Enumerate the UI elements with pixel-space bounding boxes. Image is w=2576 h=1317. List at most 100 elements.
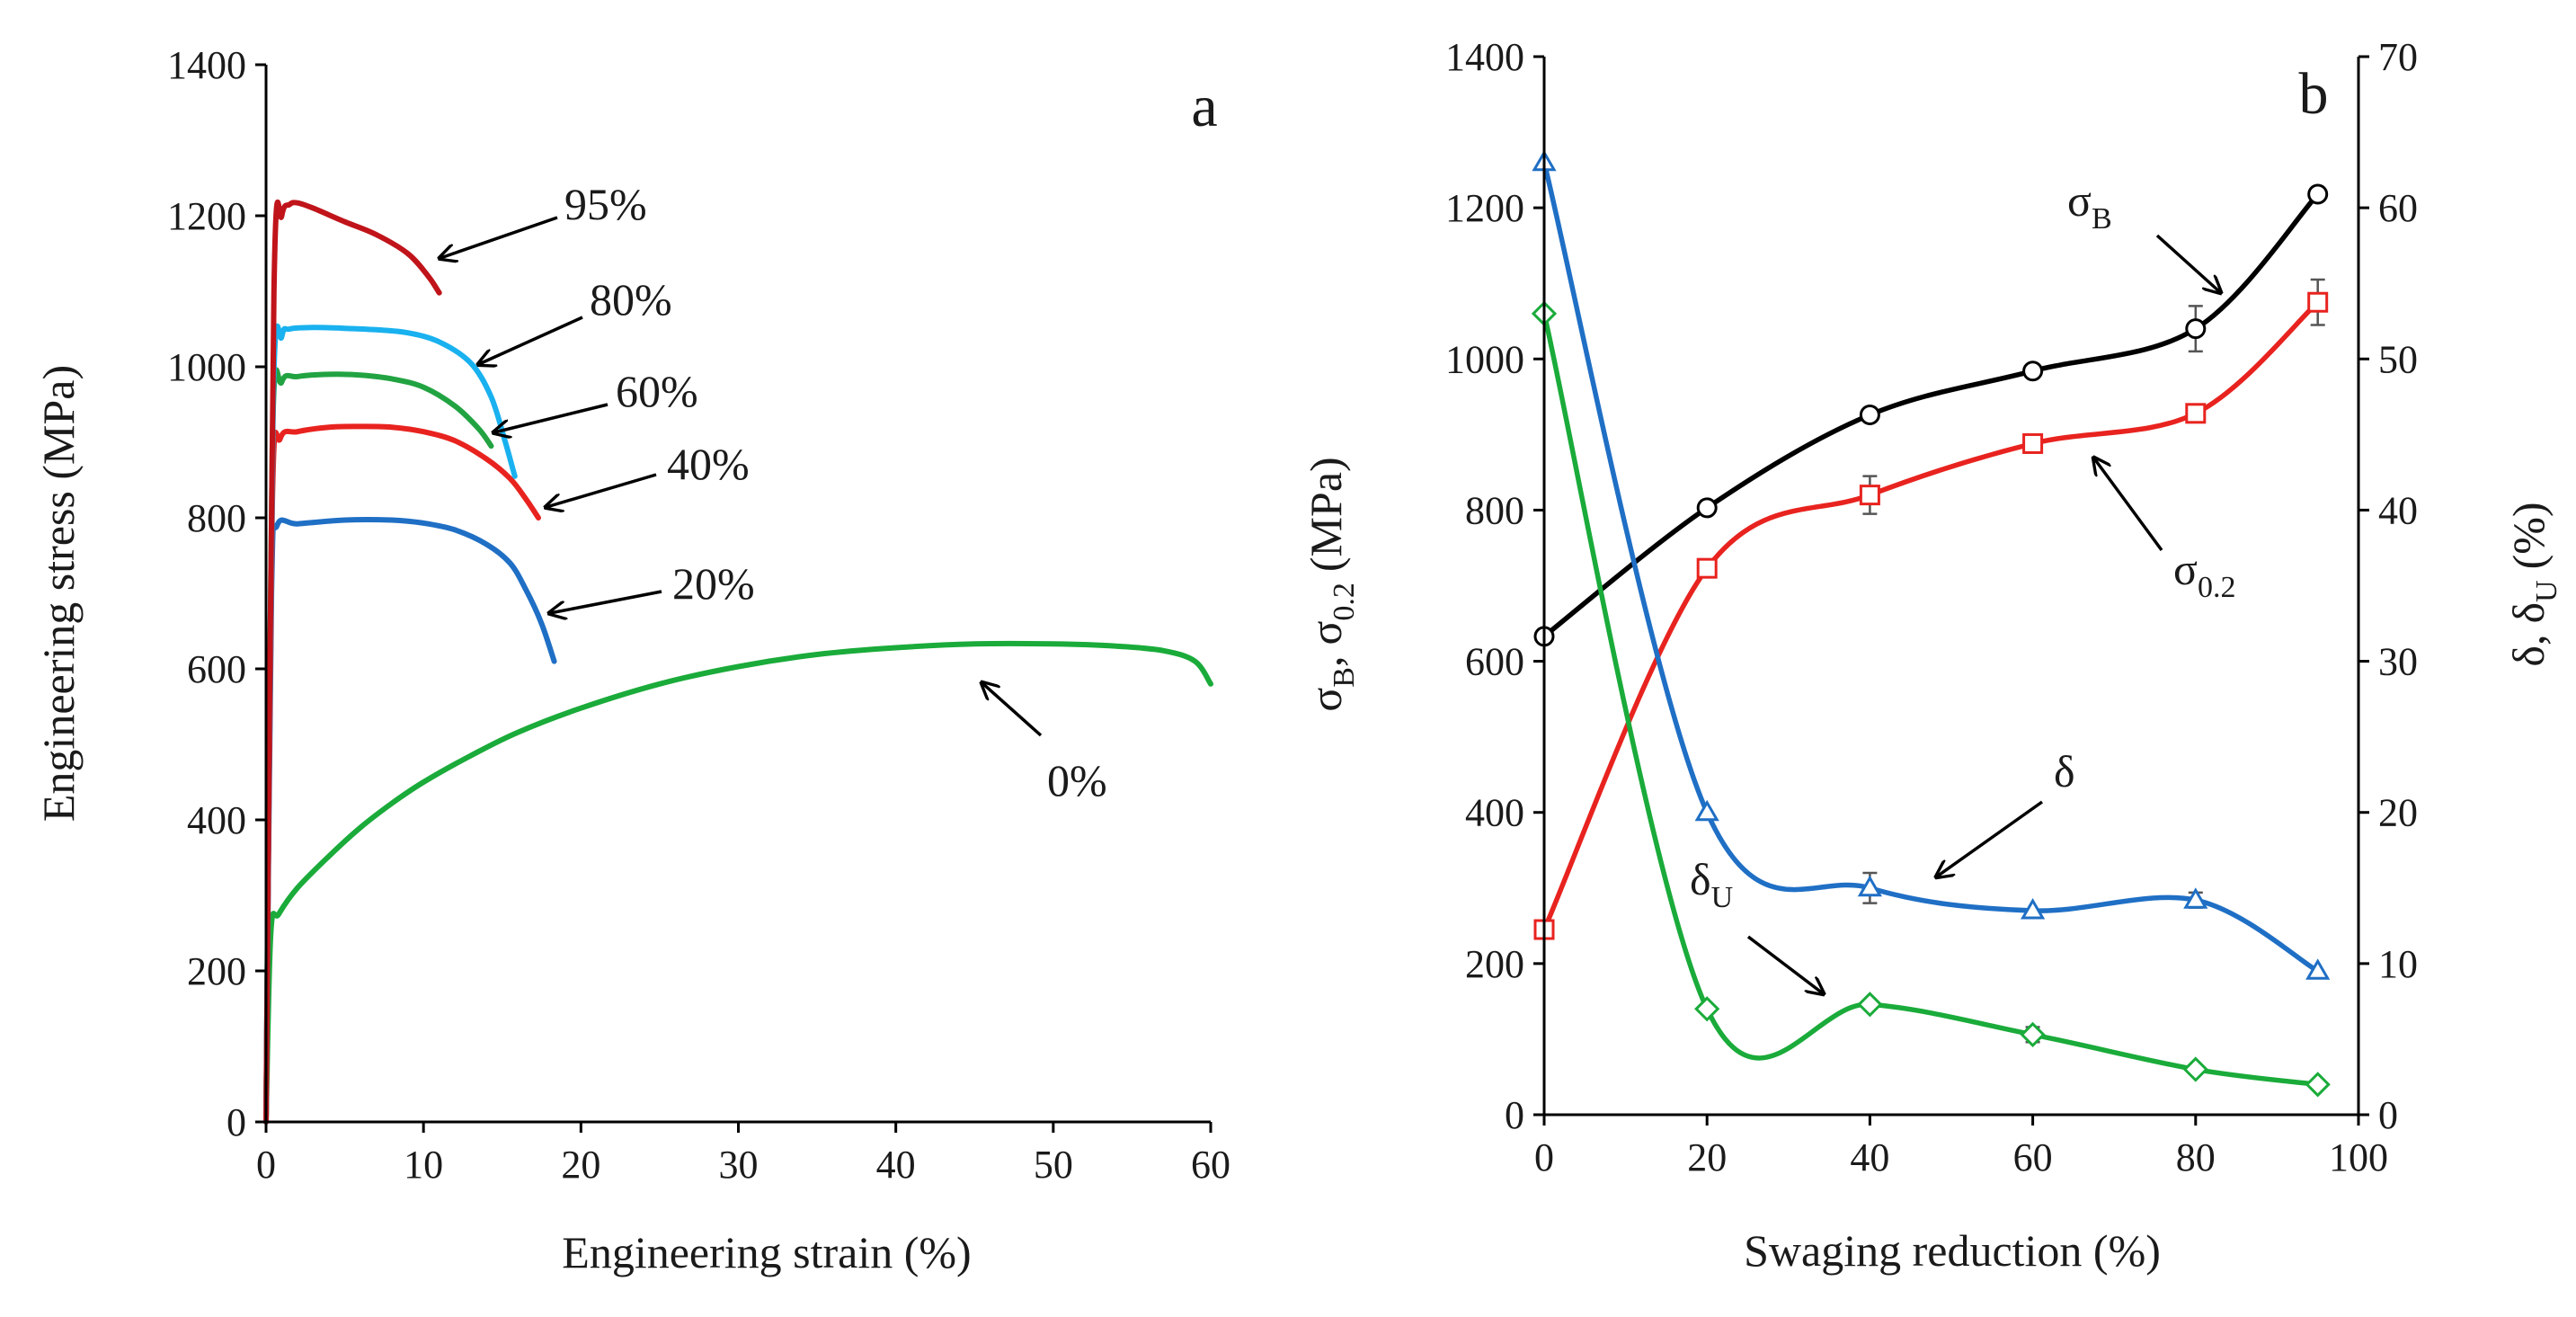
annotation-95: 95% [440,179,647,258]
b-marker-delta-2 [1857,875,1883,897]
b-marker-sigma-b-3 [2022,360,2044,382]
label-sigma-b-sub: B [2092,202,2112,236]
a-xtick-label-3: 30 [719,1143,759,1187]
annotation-0-arrow [982,683,1043,737]
panel-b-annotations: σB σ0.2 δ δU [1690,175,2235,993]
annotation-20-label: 20% [672,558,755,609]
annotation-40-arrow [546,473,657,507]
label-delta: δ [2054,746,2075,796]
annotation-20: 20% [550,558,755,613]
annotation-60-label: 60% [616,366,698,416]
b-marker-sigma-02-1 [1696,557,1718,579]
right-title-delta-u: δ [2503,602,2554,624]
left-title-sigma-02: σ [1301,621,1351,645]
b-marker-delta-u-4 [2182,1056,2208,1082]
panel-a-y-ticks: 0 200 400 600 800 1000 1200 1400 [167,43,266,1144]
left-title-sub-b: B [1328,667,1361,688]
annotation-delta-u: δU [1690,854,1823,993]
b-left-tick-label-0: 0 [1505,1093,1524,1137]
a-curve-95pct [263,199,442,1125]
a-xtick-label-5: 50 [1034,1143,1073,1187]
a-xtick-label-0: 0 [256,1143,276,1187]
b-marker-sigma-b-4 [2185,318,2207,340]
b-curve-delta-u [1541,313,2319,1088]
b-curve-sigma-b [1542,192,2320,638]
right-title-delta: δ [2503,645,2554,667]
b-xtick-label-5: 100 [2329,1135,2388,1179]
b-xtick-label-2: 40 [1850,1135,1889,1179]
b-marker-sigma-02-5 [2307,291,2329,313]
annotation-60: 60% [494,366,698,432]
label-delta-u: δU [1690,854,1733,914]
b-marker-delta-u-1 [1694,996,1720,1022]
annotation-0-label: 0% [1047,755,1107,805]
panel-a-letter: a [1191,74,1217,139]
panel-b-x-ticks: 0 20 40 60 80 100 [1534,1115,2388,1179]
panel-b-left-axis-title: σB,σ0.2(MPa) [1301,457,1361,711]
left-title-comma: , [1301,656,1351,668]
panel-b-axes [1542,57,2360,1117]
right-title-comma: , [2503,635,2554,646]
b-left-tick-label-1: 200 [1465,942,1524,986]
b-right-tick-label-2: 20 [2378,791,2418,835]
annotation-40: 40% [546,439,750,507]
left-title-units: (MPa) [1301,457,1351,572]
b-marker-sigma-b-1 [1696,497,1718,519]
a-xtick-label-1: 10 [404,1143,443,1187]
label-sigma-b-symbol: σ [2067,175,2092,226]
b-marker-delta-u-3 [2020,1021,2046,1048]
label-delta-u-sub: U [1711,881,1734,914]
b-marker-delta-1 [1694,799,1719,822]
b-marker-delta-u-2 [1857,992,1883,1018]
b-right-tick-label-1: 10 [2378,942,2418,986]
b-marker-sigma-b-5 [2307,183,2329,205]
b-left-tick-label-7: 1400 [1445,35,1524,79]
b-right-tick-label-3: 30 [2378,640,2418,684]
label-sigma-02-sub: 0.2 [2198,571,2236,604]
panel-b-right-axis-title: δ,δU(%) [2503,502,2563,666]
annotation-95-arrow [440,216,558,258]
b-marker-sigma-02-3 [2022,432,2044,454]
a-xtick-label-6: 60 [1191,1143,1230,1187]
panel-a-y-axis-title: Engineering stress (MPa) [33,365,84,822]
b-marker-delta-5 [2305,958,2331,980]
annotation-60-arrow [494,403,608,432]
b-xtick-label-3: 60 [2013,1135,2053,1179]
label-sigma-02: σ0.2 [2173,544,2235,604]
annotation-0: 0% [982,683,1107,805]
b-xtick-label-1: 20 [1687,1135,1727,1179]
right-title-units: (%) [2503,502,2554,569]
left-title-sub-02: 0.2 [1328,583,1361,621]
annotation-80-label: 80% [590,274,672,325]
left-title-sigma-b: σ [1301,688,1351,712]
b-marker-delta-4 [2183,887,2208,909]
b-left-tick-label-4: 800 [1465,488,1524,532]
a-curve-0pct [263,640,1213,1125]
b-right-tick-label-0: 0 [2378,1093,2398,1137]
label-sigma-b: σB [2067,175,2112,236]
b-left-tick-label-3: 600 [1465,640,1524,684]
label-delta-u-symbol: δ [1690,854,1711,904]
annotation-20-arrow [550,590,662,613]
b-marker-delta-u-5 [2305,1072,2331,1098]
annotation-sigma-02: σ0.2 [2094,458,2235,604]
arrow-sigma-02 [2094,458,2163,552]
b-left-tick-label-5: 1000 [1445,337,1524,381]
panel-a-x-axis-title: Engineering strain (%) [562,1227,971,1277]
a-ytick-label-3: 600 [187,647,246,691]
right-title-sub-u: U [2530,580,2563,602]
panel-a-annotations: 95% 80% 60% 40% 20% 0% [440,179,1107,805]
label-sigma-02-symbol: σ [2173,544,2198,594]
panel-b-left-ticks: 0 200 400 600 800 1000 1200 1400 [1445,35,1544,1137]
panel-b-letter: b [2299,61,2329,127]
annotation-95-label: 95% [564,179,647,229]
a-ytick-label-0: 0 [227,1100,246,1144]
annotation-80-arrow [479,316,583,364]
panel-b-curves [1531,149,2331,1098]
b-marker-sigma-02-2 [1859,485,1880,506]
panel-a-x-ticks: 0 10 20 30 40 50 60 [256,1122,1230,1187]
b-right-tick-label-4: 40 [2378,488,2418,532]
